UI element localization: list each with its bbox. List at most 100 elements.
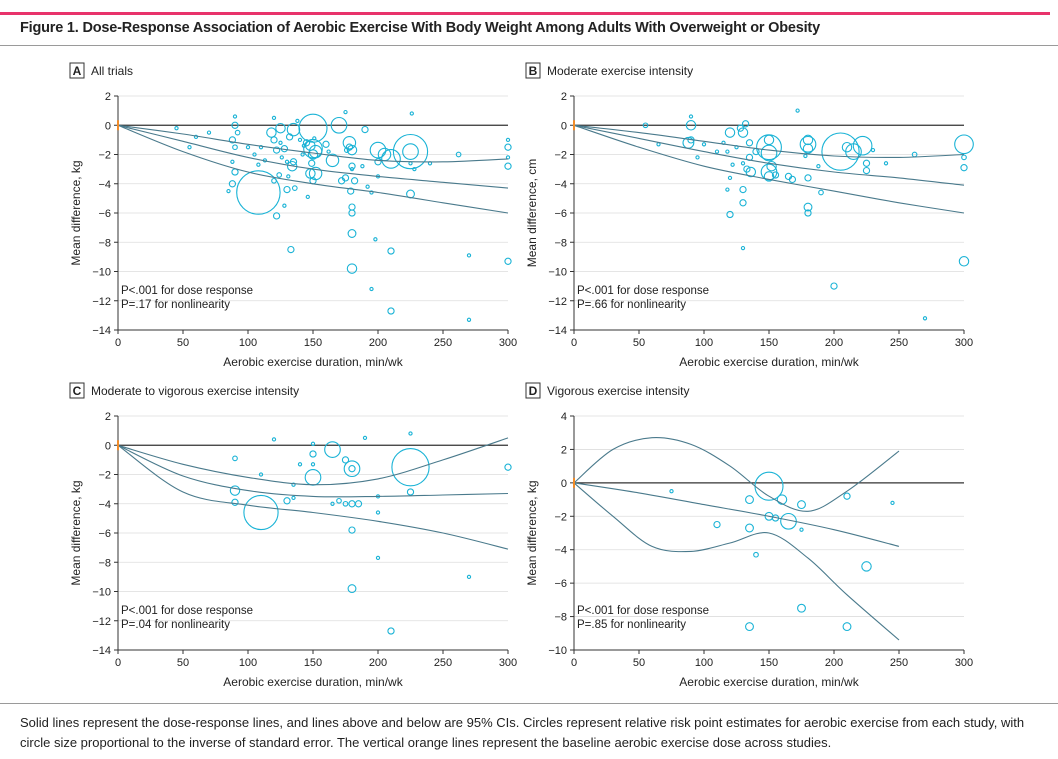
study-point <box>745 495 754 505</box>
study-point <box>821 132 860 171</box>
study-point <box>763 171 775 182</box>
y-tick-label: −12 <box>92 616 111 628</box>
study-point <box>374 158 382 166</box>
y-tick-label: 0 <box>561 120 567 132</box>
study-point <box>330 501 335 506</box>
y-tick-label: 4 <box>561 411 567 423</box>
x-tick-label: 200 <box>369 657 387 669</box>
y-axis-label: Mean difference, cm <box>525 159 539 268</box>
x-tick-label: 50 <box>633 657 645 669</box>
study-point <box>266 127 277 138</box>
study-point <box>291 495 296 501</box>
y-tick-label: −8 <box>554 237 567 249</box>
study-point <box>852 135 873 156</box>
study-point <box>756 134 782 161</box>
study-point <box>284 159 290 164</box>
study-point <box>753 551 759 558</box>
y-tick-label: 2 <box>105 411 111 423</box>
x-tick-label: 300 <box>499 337 517 349</box>
y-tick-label: 0 <box>105 440 111 452</box>
study-point <box>816 164 821 169</box>
x-axis-label: Aerobic exercise duration, min/wk <box>679 675 859 689</box>
study-point <box>387 627 395 635</box>
dose-response-line <box>117 124 509 189</box>
study-point <box>326 149 331 154</box>
study-point <box>373 237 378 242</box>
y-tick-label: −10 <box>548 645 567 657</box>
study-point <box>695 155 700 160</box>
study-point <box>349 166 355 172</box>
dose-response-line <box>573 124 965 186</box>
study-point <box>387 307 395 315</box>
study-point <box>922 316 928 321</box>
study-point <box>766 160 777 172</box>
y-tick-label: −6 <box>554 208 567 220</box>
panel-letter-box <box>525 62 541 79</box>
y-tick-label: −6 <box>554 578 567 590</box>
study-point <box>283 185 291 194</box>
study-point <box>252 152 257 157</box>
study-point <box>803 202 813 212</box>
study-point <box>348 526 356 534</box>
study-point <box>361 125 369 134</box>
study-point <box>745 139 754 147</box>
x-tick-label: 150 <box>760 337 778 349</box>
study-point <box>336 497 342 504</box>
y-tick-label: −2 <box>554 150 567 162</box>
study-point <box>234 129 241 136</box>
x-axis-label: Aerobic exercise duration, min/wk <box>223 675 403 689</box>
study-point <box>741 120 750 128</box>
study-point <box>743 165 751 173</box>
x-tick-label: 150 <box>304 657 322 669</box>
study-point <box>206 130 212 135</box>
x-tick-label: 100 <box>239 657 257 669</box>
x-tick-label: 100 <box>695 337 713 349</box>
study-point <box>727 175 733 181</box>
study-point <box>701 142 707 147</box>
study-point <box>406 488 415 496</box>
y-tick-label: −4 <box>98 179 111 191</box>
study-point <box>387 247 395 255</box>
study-point <box>271 115 277 121</box>
study-point <box>799 527 804 532</box>
x-tick-label: 200 <box>369 337 387 349</box>
annotation-nonlinearity: P=.17 for nonlinearity <box>121 299 230 311</box>
study-point <box>726 210 734 219</box>
study-point <box>408 431 413 436</box>
study-point <box>236 170 281 215</box>
chart-svg: C Moderate to vigorous exercise intensity… <box>69 382 517 689</box>
study-point <box>381 149 401 169</box>
x-tick-label: 0 <box>115 657 121 669</box>
x-tick-label: 300 <box>499 657 517 669</box>
study-point <box>228 136 237 144</box>
study-point <box>402 143 419 160</box>
panel-letter-box <box>525 382 541 399</box>
annotation-nonlinearity: P=.66 for nonlinearity <box>577 299 686 311</box>
study-point <box>714 149 720 154</box>
study-point <box>245 145 251 150</box>
study-point <box>803 153 808 159</box>
study-point <box>271 437 277 442</box>
study-point <box>322 140 330 148</box>
panel-b: B Moderate exercise intensity 2 0 −2 −4 −6 −8 −1… <box>478 50 978 380</box>
title-divider <box>0 45 1058 46</box>
chart-svg: B Moderate exercise intensity 2 0 −2 −4 −6 −8 −1… <box>525 62 974 369</box>
y-tick-label: 2 <box>561 91 567 103</box>
y-tick-label: −6 <box>98 208 111 220</box>
study-point <box>343 460 361 478</box>
study-point <box>466 574 472 580</box>
study-point <box>466 253 472 258</box>
study-point <box>287 245 295 254</box>
study-point <box>730 162 735 167</box>
study-point <box>745 523 754 533</box>
y-tick-label: −14 <box>92 645 111 657</box>
study-point <box>308 159 316 167</box>
study-point <box>232 144 238 151</box>
x-tick-label: 50 <box>177 337 189 349</box>
study-point <box>226 188 231 194</box>
panel-d: D Vigorous exercise intensity 4 2 0 −2 −4 −6 −8 −… <box>478 370 978 700</box>
y-tick-label: 0 <box>105 120 111 132</box>
study-point <box>763 134 775 146</box>
study-point <box>818 189 824 196</box>
ci-line-upper <box>117 124 509 163</box>
